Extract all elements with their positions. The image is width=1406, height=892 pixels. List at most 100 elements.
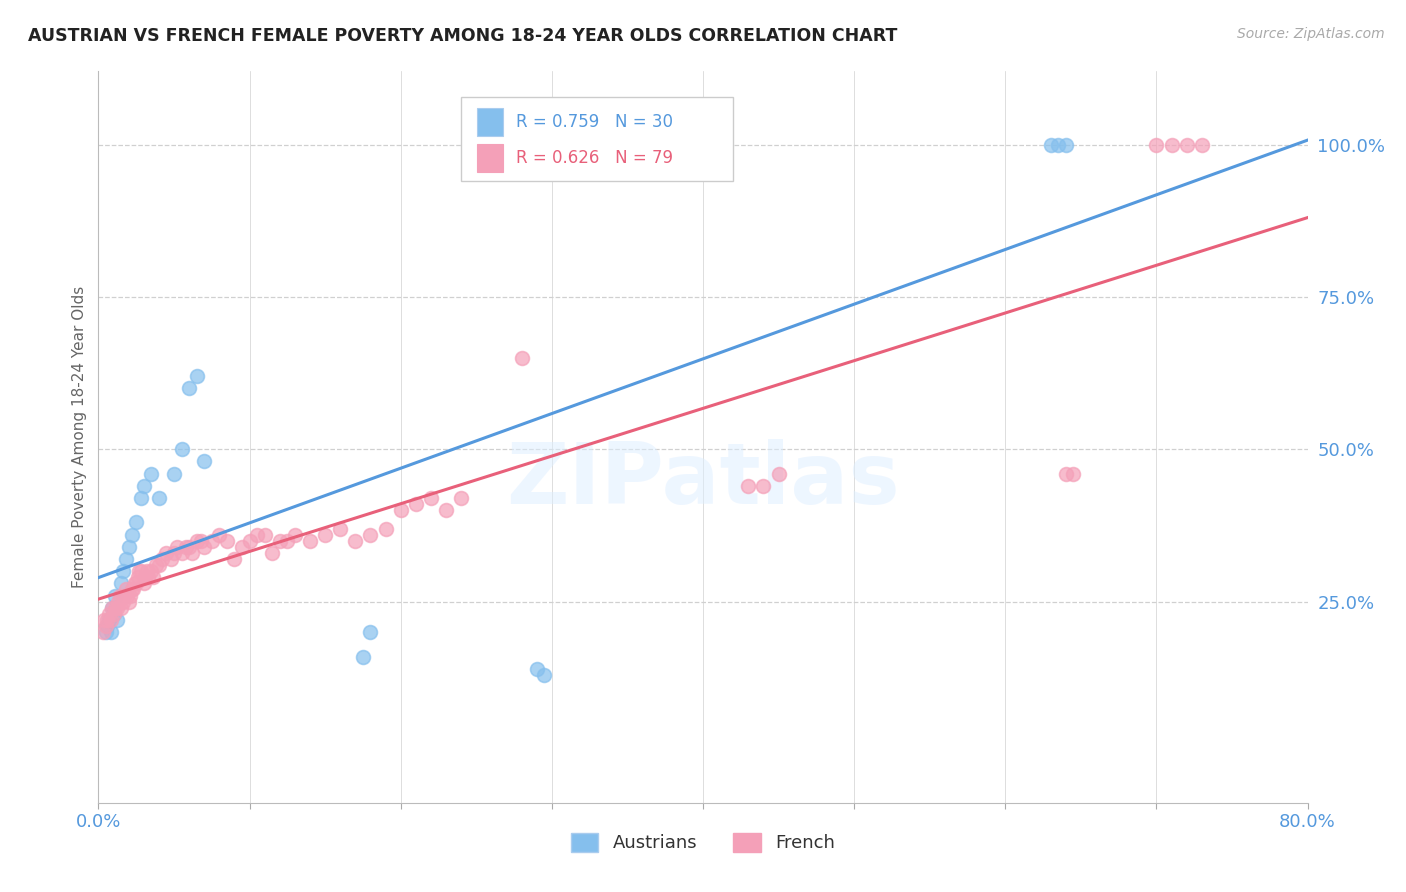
Point xyxy=(93,613,115,627)
Point xyxy=(98,607,121,621)
Point xyxy=(533,667,555,681)
Point xyxy=(201,533,224,548)
Point xyxy=(100,613,122,627)
Point xyxy=(284,527,307,541)
Point xyxy=(120,589,142,603)
Text: R = 0.759   N = 30: R = 0.759 N = 30 xyxy=(516,112,672,131)
Point xyxy=(100,625,122,640)
Point xyxy=(1144,137,1167,152)
Point xyxy=(108,589,131,603)
Point xyxy=(148,491,170,505)
Point xyxy=(125,516,148,530)
Point xyxy=(179,381,201,395)
Point xyxy=(1047,137,1070,152)
Point xyxy=(510,351,533,365)
Point xyxy=(344,533,367,548)
Point xyxy=(129,491,152,505)
Point xyxy=(314,527,336,541)
Point xyxy=(160,552,183,566)
Point xyxy=(352,649,374,664)
Point xyxy=(129,564,152,578)
Point xyxy=(253,527,276,541)
Point xyxy=(526,662,548,676)
Point xyxy=(141,467,163,481)
Point xyxy=(405,497,427,511)
Point xyxy=(1175,137,1198,152)
Point xyxy=(91,625,114,640)
Point xyxy=(134,570,156,584)
FancyBboxPatch shape xyxy=(461,97,734,181)
Point xyxy=(224,552,246,566)
Point xyxy=(111,564,134,578)
Point xyxy=(145,558,167,573)
Point xyxy=(141,564,163,578)
Point xyxy=(96,613,118,627)
Legend: Austrians, French: Austrians, French xyxy=(564,826,842,860)
Point xyxy=(125,576,148,591)
Point xyxy=(104,589,127,603)
Point xyxy=(114,582,136,597)
Point xyxy=(269,533,291,548)
Text: R = 0.626   N = 79: R = 0.626 N = 79 xyxy=(516,149,672,167)
Point xyxy=(1054,137,1077,152)
Point xyxy=(1039,137,1062,152)
Point xyxy=(299,533,322,548)
Point xyxy=(174,540,197,554)
Point xyxy=(262,546,284,560)
Point xyxy=(107,594,129,608)
Point xyxy=(170,546,193,560)
Point xyxy=(150,552,173,566)
Point xyxy=(135,564,157,578)
Point xyxy=(96,619,118,633)
Point xyxy=(103,607,125,621)
Point xyxy=(110,576,132,591)
Point xyxy=(231,540,253,554)
Point xyxy=(181,546,204,560)
Point xyxy=(101,600,124,615)
Point xyxy=(142,570,165,584)
Point xyxy=(112,589,135,603)
Point xyxy=(121,527,143,541)
Point xyxy=(360,527,382,541)
Point xyxy=(148,558,170,573)
Point xyxy=(155,546,177,560)
Point xyxy=(136,570,159,584)
Point xyxy=(132,576,155,591)
Point xyxy=(420,491,443,505)
Point xyxy=(118,540,141,554)
Point xyxy=(127,570,149,584)
Point xyxy=(104,600,127,615)
FancyBboxPatch shape xyxy=(477,108,503,136)
Point xyxy=(1054,467,1077,481)
Point xyxy=(752,479,775,493)
Point xyxy=(1062,467,1084,481)
Text: AUSTRIAN VS FRENCH FEMALE POVERTY AMONG 18-24 YEAR OLDS CORRELATION CHART: AUSTRIAN VS FRENCH FEMALE POVERTY AMONG … xyxy=(28,27,897,45)
Text: ZIPatlas: ZIPatlas xyxy=(506,440,900,523)
Point xyxy=(94,619,117,633)
Point xyxy=(132,479,155,493)
Point xyxy=(114,552,136,566)
Point xyxy=(128,564,150,578)
Point xyxy=(105,600,128,615)
Point xyxy=(115,589,138,603)
Point xyxy=(329,521,352,535)
Point xyxy=(193,454,215,468)
Point xyxy=(374,521,396,535)
Point xyxy=(101,600,124,615)
FancyBboxPatch shape xyxy=(477,144,503,171)
Point xyxy=(1191,137,1213,152)
Point xyxy=(450,491,472,505)
Point xyxy=(110,600,132,615)
Point xyxy=(239,533,262,548)
Point xyxy=(122,582,145,597)
Point xyxy=(105,613,128,627)
Y-axis label: Female Poverty Among 18-24 Year Olds: Female Poverty Among 18-24 Year Olds xyxy=(72,286,87,588)
Point xyxy=(166,540,188,554)
Point xyxy=(1160,137,1182,152)
Point xyxy=(170,442,193,457)
Point xyxy=(190,533,212,548)
Point xyxy=(208,527,231,541)
Point xyxy=(118,594,141,608)
Point xyxy=(124,576,146,591)
Point xyxy=(163,467,186,481)
